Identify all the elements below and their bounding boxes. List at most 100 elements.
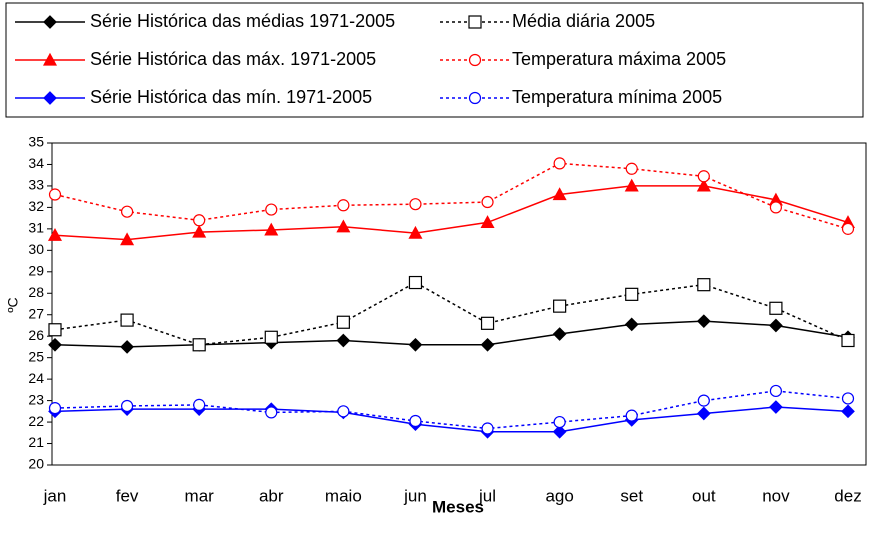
legend-label: Temperatura mínima 2005 — [512, 87, 722, 107]
legend-marker — [468, 53, 482, 67]
data-point — [552, 327, 567, 341]
data-point — [841, 222, 855, 235]
y-tick-label: 31 — [28, 220, 44, 236]
data-point — [697, 394, 710, 407]
legend-marker — [468, 15, 482, 29]
legend-marker — [43, 15, 57, 29]
data-point — [697, 278, 711, 292]
data-point — [553, 299, 567, 313]
x-tick-label: jul — [478, 486, 496, 505]
data-point — [48, 402, 62, 415]
x-tick-label: jan — [43, 486, 67, 505]
data-point — [697, 170, 710, 183]
data-point — [480, 215, 495, 229]
y-tick-label: 29 — [28, 263, 44, 279]
x-tick-label: fev — [116, 486, 139, 505]
data-point — [264, 222, 279, 236]
x-tick-label: nov — [762, 486, 790, 505]
x-tick-label: dez — [834, 486, 861, 505]
plot-area — [51, 142, 867, 466]
data-point — [696, 178, 711, 192]
data-point — [552, 424, 567, 439]
x-tick-label: abr — [259, 486, 284, 505]
data-point — [337, 405, 350, 418]
data-point — [47, 228, 63, 241]
data-point — [48, 323, 62, 337]
data-point — [553, 157, 566, 170]
data-point — [481, 422, 494, 435]
data-point — [120, 399, 134, 413]
y-axis-label: ºC — [5, 297, 21, 312]
data-point — [120, 205, 134, 218]
data-point — [265, 203, 278, 216]
data-point — [265, 406, 278, 419]
y-tick-label: 30 — [28, 241, 44, 257]
data-point — [769, 301, 783, 315]
x-tick-label: set — [620, 486, 643, 505]
data-point — [480, 316, 495, 330]
series-line — [54, 281, 849, 346]
y-tick-label: 32 — [28, 198, 44, 214]
series-line — [54, 320, 849, 348]
data-point — [336, 219, 351, 233]
data-point — [769, 201, 783, 214]
legend-label: Temperatura máxima 2005 — [512, 49, 726, 69]
y-tick-label: 27 — [28, 305, 44, 321]
data-point — [625, 287, 639, 301]
data-point — [192, 338, 206, 352]
data-point — [336, 315, 350, 329]
y-tick-label: 25 — [28, 348, 44, 364]
data-point — [408, 337, 423, 352]
y-tick-label: 24 — [28, 370, 44, 386]
data-point — [264, 330, 278, 344]
series-line — [54, 406, 849, 433]
x-tick-label: mar — [185, 486, 215, 505]
legend-marker — [42, 52, 58, 66]
x-tick-label: jun — [403, 486, 427, 505]
legend-label: Série Histórica das mín. 1971-2005 — [90, 87, 372, 107]
data-point — [480, 337, 495, 352]
data-point — [769, 318, 783, 333]
legend-label: Série Histórica das máx. 1971-2005 — [90, 49, 376, 69]
data-point — [120, 340, 134, 354]
data-point — [553, 415, 566, 429]
series-line — [54, 390, 849, 430]
y-tick-label: 20 — [28, 456, 44, 472]
legend-label: Média diária 2005 — [512, 11, 655, 31]
y-tick-label: 22 — [28, 413, 44, 429]
series-line — [54, 185, 849, 241]
data-point — [552, 187, 567, 201]
data-point — [769, 384, 783, 398]
data-point — [193, 214, 206, 227]
y-tick-label: 21 — [28, 434, 44, 450]
x-tick-label: out — [692, 486, 716, 505]
data-point — [192, 224, 207, 238]
data-point — [336, 333, 351, 348]
legend-marker — [468, 91, 482, 105]
data-point — [481, 195, 494, 209]
data-point — [624, 178, 639, 192]
data-point — [120, 313, 134, 327]
data-point — [696, 314, 711, 329]
data-point — [841, 333, 855, 348]
series-line — [54, 162, 849, 230]
y-tick-label: 34 — [28, 155, 44, 171]
data-point — [193, 398, 206, 411]
data-point — [625, 409, 638, 422]
data-point — [841, 392, 855, 405]
data-point — [408, 225, 423, 239]
data-point — [408, 275, 423, 290]
y-tick-label: 28 — [28, 284, 44, 300]
y-tick-label: 26 — [28, 327, 44, 343]
data-point — [409, 414, 422, 428]
y-tick-label: 35 — [28, 134, 44, 150]
legend-box — [5, 2, 864, 118]
x-axis-label: Meses — [432, 497, 484, 516]
y-tick-label: 33 — [28, 177, 44, 193]
legend-marker — [43, 91, 57, 105]
y-tick-label: 23 — [28, 391, 44, 407]
data-point — [409, 198, 422, 211]
data-point — [841, 404, 855, 419]
data-point — [337, 199, 350, 212]
